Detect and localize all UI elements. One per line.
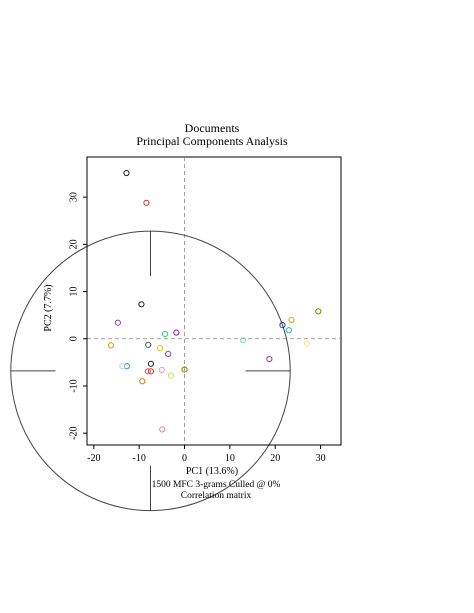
y-tick-label: -10 bbox=[68, 379, 79, 392]
data-point bbox=[147, 360, 155, 367]
data-point bbox=[145, 341, 152, 349]
data-point bbox=[147, 368, 155, 375]
data-point bbox=[114, 319, 121, 326]
data-point bbox=[167, 372, 175, 379]
x-axis: -20 -10 0 10 20 30 bbox=[87, 444, 326, 464]
data-point bbox=[285, 327, 292, 334]
data-point bbox=[158, 366, 165, 374]
data-point bbox=[144, 368, 151, 375]
data-point bbox=[279, 321, 286, 329]
data-point bbox=[173, 329, 180, 336]
x-axis-label: PC1 (13.6%) bbox=[186, 466, 238, 477]
data-point bbox=[266, 355, 273, 363]
data-point bbox=[315, 308, 322, 315]
x-tick-label: 0 bbox=[182, 453, 187, 464]
x-tick-label: 20 bbox=[270, 453, 280, 464]
data-point bbox=[303, 340, 311, 347]
y-tick-label: -20 bbox=[68, 427, 79, 440]
y-axis-label: PC2 (7.7%) bbox=[43, 284, 54, 331]
y-tick-label: 20 bbox=[68, 239, 79, 249]
chart-title: Documents bbox=[185, 121, 240, 135]
data-point bbox=[139, 378, 146, 385]
data-point bbox=[239, 337, 247, 344]
y-tick-label: 10 bbox=[68, 287, 79, 297]
data-point bbox=[156, 345, 164, 352]
caption-line-1: 1500 MFC 3-grams Culled @ 0% bbox=[152, 480, 281, 490]
data-point bbox=[161, 330, 169, 338]
data-point bbox=[119, 363, 126, 370]
data-point bbox=[143, 199, 150, 206]
data-point bbox=[107, 342, 115, 349]
chart-subtitle: Principal Components Analysis bbox=[136, 134, 288, 148]
x-tick-label: 30 bbox=[316, 453, 326, 464]
y-tick-label: 30 bbox=[68, 192, 79, 202]
y-axis: -20 -10 0 10 20 30 bbox=[68, 192, 88, 440]
y-tick-label: 0 bbox=[68, 336, 79, 341]
data-point bbox=[181, 366, 188, 373]
x-tick-label: -10 bbox=[132, 453, 145, 464]
reference-lines bbox=[87, 157, 341, 445]
data-point bbox=[123, 169, 130, 177]
data-point bbox=[165, 350, 172, 357]
x-tick-label: -20 bbox=[87, 453, 100, 464]
data-point bbox=[138, 301, 145, 308]
data-point bbox=[123, 363, 131, 370]
data-points bbox=[107, 169, 322, 433]
data-point bbox=[288, 316, 295, 323]
plot-frame bbox=[86, 156, 342, 446]
data-point bbox=[159, 426, 166, 433]
caption-line-2: Correlation matrix bbox=[181, 491, 252, 501]
x-tick-label: 10 bbox=[225, 453, 235, 464]
cluster-circle bbox=[10, 230, 291, 512]
